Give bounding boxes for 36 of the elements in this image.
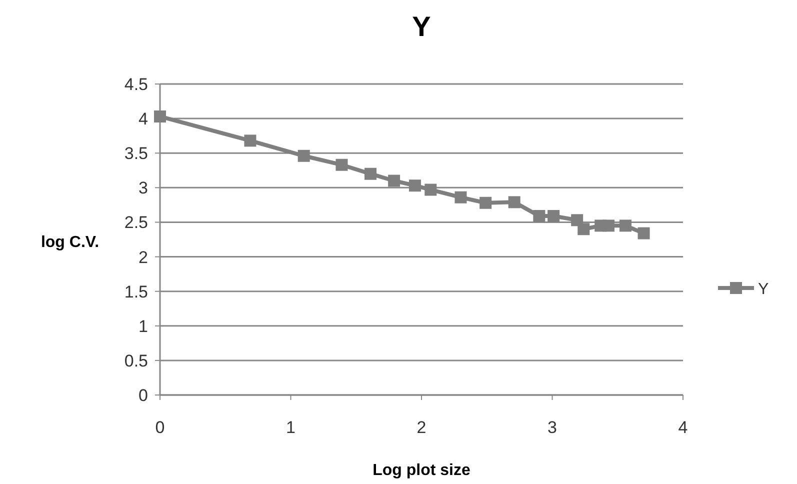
y-tick-label: 1 [138, 316, 148, 336]
point [388, 174, 400, 187]
y-tick-label: 0.5 [124, 351, 148, 370]
y-tick-label: 3 [138, 178, 148, 198]
y-tick-label: 4.5 [124, 75, 148, 94]
point [364, 168, 377, 180]
x-tick-label: 3 [548, 418, 557, 437]
y-tick-label: 0 [138, 386, 148, 405]
legend-label: Y [758, 281, 769, 298]
point [154, 110, 166, 122]
point [548, 210, 560, 222]
point [638, 227, 650, 240]
x-tick-label: 1 [286, 418, 296, 437]
point [336, 158, 348, 171]
point [602, 220, 614, 232]
y-tick-label: 2.5 [124, 213, 148, 232]
chart-title: Y [412, 11, 432, 42]
y-axis-title: log C.V. [40, 234, 100, 251]
x-tick-label: 4 [678, 418, 688, 437]
x-tick-label: 0 [155, 418, 165, 437]
point [508, 196, 520, 208]
y-tick-label: 4 [138, 110, 148, 129]
point [578, 223, 590, 236]
y-tick-label: 2 [138, 248, 148, 267]
x-tick-label: 2 [416, 418, 426, 437]
point [424, 184, 437, 196]
point [244, 134, 256, 147]
point [533, 210, 546, 222]
y-tick-label: 3.5 [124, 144, 148, 164]
x-axis-title: Log plot size [372, 462, 470, 479]
point [619, 220, 632, 232]
point [408, 180, 421, 192]
point [298, 150, 310, 162]
y-tick-label: 1.5 [124, 282, 148, 302]
point [480, 196, 492, 209]
point [454, 191, 467, 204]
